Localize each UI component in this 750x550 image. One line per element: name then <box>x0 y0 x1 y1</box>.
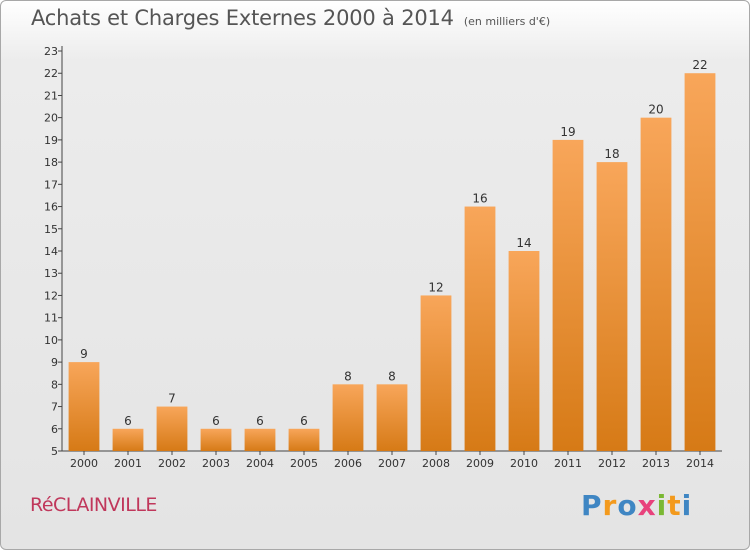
y-tick-label: 21 <box>44 89 58 102</box>
bar-value-label: 6 <box>124 414 132 428</box>
y-tick-label: 7 <box>51 401 58 414</box>
bar-value-label: 6 <box>212 414 220 428</box>
x-tick-label: 2007 <box>378 457 406 470</box>
bar <box>508 251 540 451</box>
bar-value-label: 9 <box>80 347 88 361</box>
y-tick-label: 16 <box>44 201 58 214</box>
x-tick-label: 2010 <box>510 457 538 470</box>
bar-value-label: 18 <box>604 147 619 161</box>
chart-title-block: Achats et Charges Externes 2000 à 2014 (e… <box>31 6 550 30</box>
y-tick-label: 14 <box>44 245 58 258</box>
x-tick-label: 2000 <box>70 457 98 470</box>
y-tick-label: 19 <box>44 134 58 147</box>
bar-value-label: 6 <box>256 414 264 428</box>
bar-value-label: 8 <box>344 369 352 383</box>
bar <box>288 428 320 451</box>
logo-letter: i <box>656 489 668 522</box>
bar <box>200 428 232 451</box>
bar-value-label: 8 <box>388 369 396 383</box>
x-tick-label: 2001 <box>114 457 142 470</box>
logo-letter: o <box>617 489 638 522</box>
value-labels: 9 6 7 6 6 6 8 8 12 16 14 19 18 20 22 <box>80 58 707 428</box>
x-tick-label: 2012 <box>598 457 626 470</box>
y-tick-label: 12 <box>44 289 58 302</box>
bar <box>332 384 364 451</box>
bar-value-label: 19 <box>560 125 575 139</box>
bar-value-label: 6 <box>300 414 308 428</box>
bar-value-label: 16 <box>472 192 487 206</box>
axes: 5 6 7 8 9 10 11 12 13 14 15 16 17 18 19 20 21 22 23 2000 200… <box>44 45 722 470</box>
logo-letter: x <box>637 489 657 522</box>
y-tick-label: 15 <box>44 223 58 236</box>
y-tick-label: 5 <box>51 445 58 458</box>
bar <box>68 362 100 451</box>
bar <box>464 206 496 451</box>
x-tick-label: 2008 <box>422 457 450 470</box>
y-tick-label: 17 <box>44 178 58 191</box>
bar <box>376 384 408 451</box>
bars <box>68 73 716 452</box>
bar-value-label: 7 <box>168 392 176 406</box>
y-tick-label: 6 <box>51 423 58 436</box>
bar <box>684 73 716 451</box>
logo-letter: r <box>602 489 618 522</box>
y-tick-label: 8 <box>51 378 58 391</box>
y-tick-label: 18 <box>44 156 58 169</box>
y-tick-label: 13 <box>44 267 58 280</box>
bar <box>244 428 276 451</box>
x-tick-label: 2014 <box>686 457 714 470</box>
y-tick-label: 9 <box>51 356 58 369</box>
chart-title: Achats et Charges Externes 2000 à 2014 <box>31 6 454 30</box>
logo-letter: t <box>667 489 682 522</box>
bar <box>596 162 628 451</box>
y-tick-label: 23 <box>44 45 58 58</box>
x-tick-label: 2009 <box>466 457 494 470</box>
chart-subtitle: (en milliers d'€) <box>463 15 551 28</box>
commune-name: RéCLAINVILLE <box>30 494 157 516</box>
x-tick-label: 2003 <box>202 457 230 470</box>
logo-letter: i <box>681 489 693 522</box>
y-tick-label: 22 <box>44 67 58 80</box>
x-tick-label: 2006 <box>334 457 362 470</box>
x-tick-label: 2002 <box>158 457 186 470</box>
y-tick-label: 10 <box>44 334 58 347</box>
x-tick-label: 2004 <box>246 457 274 470</box>
x-tick-label: 2013 <box>642 457 670 470</box>
bar <box>420 295 452 451</box>
bar <box>640 117 672 452</box>
bar-value-label: 20 <box>648 103 663 117</box>
y-tick-label: 20 <box>44 112 58 125</box>
logo-letter: P <box>581 489 603 522</box>
bar <box>156 406 188 451</box>
proxiti-logo: Proxiti <box>581 489 692 522</box>
y-tick-label: 11 <box>44 312 58 325</box>
bar-value-label: 22 <box>692 58 707 72</box>
bar-value-label: 12 <box>428 280 443 294</box>
bar <box>112 428 144 451</box>
x-tick-label: 2005 <box>290 457 318 470</box>
bar <box>552 139 584 451</box>
bar-value-label: 14 <box>516 236 531 250</box>
x-tick-label: 2011 <box>554 457 582 470</box>
